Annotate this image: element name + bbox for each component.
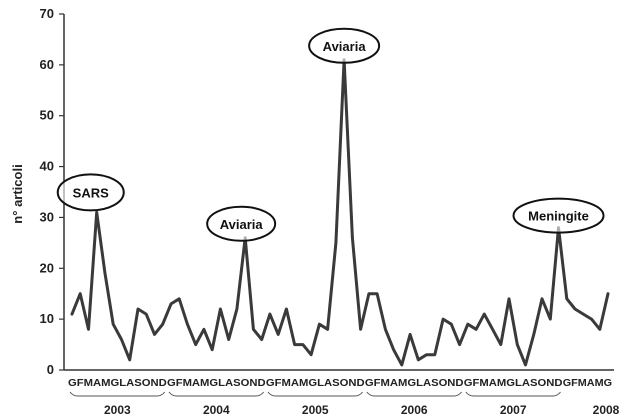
y-axis-ticks: 0 10 20 30 40 50 60 70 [40,6,64,377]
year-label: 2007 [500,403,527,417]
year-brace [168,391,265,397]
series-line [70,58,610,367]
year-brace [69,391,166,397]
annotation-callout: Aviaria [308,27,381,64]
annotation-ellipse [512,197,605,234]
year-label: 2008 [593,403,620,417]
y-tick-label: 30 [40,209,54,224]
y-tick-label: 40 [40,159,54,174]
annotation-ellipse [206,205,277,242]
annotation-ellipse [308,27,381,64]
x-tick-label-group: GFMAMG [563,378,612,389]
annotation-ellipse [56,173,125,212]
annotation-callout: SARS [56,173,125,212]
annotation-label: Meningite [528,209,589,224]
series-group [70,58,610,367]
y-axis-title: n° articoli [10,164,25,223]
y-tick-label: 70 [40,6,54,21]
x-axis-ticks: GFMAMGLASOND GFMAMGLASOND GFMAMGLASOND GFMA… [68,378,612,389]
y-tick-label: 50 [40,108,54,123]
x-tick-label-group: GFMAMGLASOND [68,378,167,389]
year-brace [465,391,561,397]
x-tick-label-group: GFMAMGLASOND [167,378,266,389]
annotation-label: Aviaria [323,39,367,54]
y-tick-label: 0 [47,362,54,377]
year-label: 2004 [203,403,230,417]
year-label: 2003 [104,403,131,417]
y-tick-label: 60 [40,57,54,72]
y-tick-label: 10 [40,311,54,326]
year-labels: 2003 2004 2005 2006 2007 2008 [69,391,620,417]
x-tick-label-group: GFMAMGLASOND [266,378,365,389]
y-tick-label: 20 [40,260,54,275]
annotation-callout: Aviaria [206,205,277,242]
annotation-callout: Meningite [512,197,605,234]
x-tick-label-group: GFMAMGLASOND [464,378,563,389]
annotation-label: Aviaria [220,217,264,232]
year-brace [366,391,462,397]
annotation-label: SARS [73,185,109,200]
year-label: 2006 [401,403,428,417]
x-tick-label-group: GFMAMGLASOND [365,378,464,389]
year-label: 2005 [302,403,329,417]
year-brace [267,391,364,397]
annotations: SARS Aviaria Aviaria Meningite [56,27,605,242]
